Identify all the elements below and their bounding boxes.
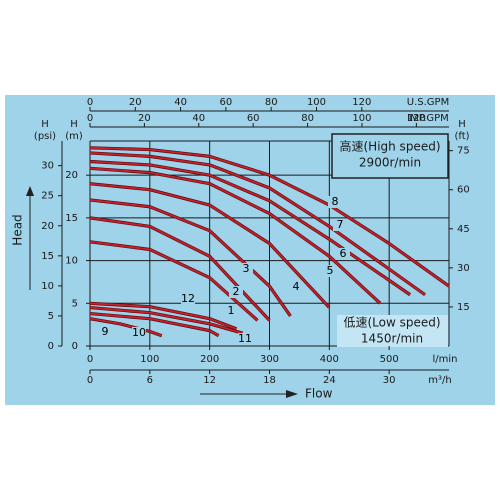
curve-label: 8: [332, 195, 339, 208]
x_m3h-tick-label: 30: [383, 375, 396, 386]
y-psi-tick-label: 15: [41, 251, 54, 262]
pump-curve: [89, 306, 243, 335]
x-tick-label: 0: [87, 354, 93, 365]
curve-label: 11: [238, 332, 252, 345]
x_usgpm-tick-label: 0: [87, 97, 93, 108]
curve-label: 12: [181, 292, 195, 305]
x_usgpm-tick-label: 40: [174, 97, 187, 108]
curve-label-bg: [289, 281, 303, 293]
flow-arrow-head: [286, 390, 298, 398]
curve-label: 4: [293, 280, 300, 293]
pump-curve: [89, 152, 426, 296]
x_m3h-label: m³/h: [428, 375, 451, 386]
y-psi-tick-label: 0: [48, 341, 54, 352]
flow-title: Flow: [305, 387, 333, 401]
pump-curve: [89, 312, 220, 337]
curve-label-bg: [336, 248, 350, 260]
x_usgpm-tick-label: 100: [307, 97, 326, 108]
y-psi-label: (psi): [34, 131, 56, 142]
x_usgpm-tick-label: 60: [220, 97, 233, 108]
x-tick-label: 500: [380, 354, 399, 365]
x_usgpm-tick-label: 80: [265, 97, 278, 108]
x_m3h-tick-label: 24: [323, 375, 336, 386]
high-speed-box: [331, 133, 449, 179]
y-ft-tick-label: 60: [457, 185, 470, 196]
y-psi-tick-label: 30: [41, 161, 54, 172]
pump-curve: [89, 182, 330, 309]
y-ft-tick-label: 75: [457, 146, 470, 157]
y-psi-label: H: [41, 119, 49, 130]
x-tick-label: 400: [320, 354, 339, 365]
curve-label: 9: [102, 325, 109, 338]
y-ft-tick-label: 45: [457, 224, 470, 235]
pump-curve: [89, 240, 259, 322]
curve-label: 3: [243, 262, 250, 275]
curve-label: 10: [132, 326, 146, 339]
pump-curve: [89, 302, 237, 330]
y-ft-label: H: [458, 119, 466, 130]
y-tick-label: 0: [72, 341, 78, 352]
low-speed-box: [337, 315, 448, 347]
low-speed-label: 低速(Low speed): [343, 316, 440, 330]
y-tick-label: 20: [65, 170, 78, 181]
x_impgpm-label: IMP.GPM: [407, 113, 449, 124]
y-axis-label: H: [70, 119, 78, 130]
curve-label-bg: [98, 326, 112, 338]
x_usgpm-tick-label: 20: [129, 97, 142, 108]
low-speed-rpm: 1450r/min: [361, 332, 423, 346]
x_impgpm-tick-label: 20: [138, 113, 151, 124]
curve-label-bg: [132, 327, 146, 339]
y-psi-tick-label: 25: [41, 191, 54, 202]
pump-curve: [89, 146, 450, 287]
x-tick-label: 300: [260, 354, 279, 365]
high-speed-rpm: 2900r/min: [359, 156, 421, 170]
y-axis-label: (m): [65, 131, 83, 142]
x_impgpm-tick-label: 100: [352, 113, 371, 124]
x_impgpm-tick-label: 120: [407, 113, 426, 124]
x-tick-label: 200: [200, 354, 219, 365]
curve-label: 2: [233, 285, 240, 298]
curve-label: 1: [228, 304, 235, 317]
y-ft-label: (ft): [454, 131, 469, 142]
y-ft-tick-label: 30: [457, 263, 470, 274]
curve-label-bg: [181, 293, 195, 305]
curve-label-bg: [238, 333, 252, 345]
x-axis-label: l/min: [432, 354, 457, 365]
y-tick-label: 15: [65, 213, 78, 224]
y-psi-tick-label: 20: [41, 221, 54, 232]
x_usgpm-tick-label: 120: [352, 97, 371, 108]
curve-label-bg: [239, 263, 253, 275]
high-speed-label: 高速(High speed): [339, 139, 440, 154]
curve-label-bg: [323, 265, 337, 277]
x-tick-label: 100: [140, 354, 159, 365]
pump-curve: [89, 167, 381, 304]
y-tick-label: 5: [72, 298, 78, 309]
pump-curve: [89, 199, 292, 317]
head-arrow-head: [26, 186, 34, 196]
curve-label-bg: [224, 305, 238, 317]
x_usgpm-label: U.S.GPM: [407, 97, 449, 108]
x_m3h-tick-label: 0: [87, 375, 93, 386]
curve-label-bg: [328, 196, 342, 208]
x_impgpm-tick-label: 40: [192, 113, 205, 124]
y-tick-label: 10: [65, 256, 78, 267]
x_m3h-tick-label: 18: [263, 375, 276, 386]
curve-label-bg: [229, 286, 243, 298]
x_m3h-tick-label: 6: [147, 375, 153, 386]
x_m3h-tick-label: 12: [203, 375, 216, 386]
curve-label: 5: [327, 264, 334, 277]
curve-label: 6: [340, 247, 347, 260]
head-title: Head: [11, 214, 25, 245]
x_impgpm-tick-label: 0: [87, 113, 93, 124]
curve-label-bg: [333, 219, 347, 231]
curve-label: 7: [337, 218, 344, 231]
y-psi-tick-label: 5: [48, 311, 54, 322]
x_impgpm-tick-label: 80: [301, 113, 314, 124]
x_impgpm-tick-label: 60: [247, 113, 260, 124]
y-ft-tick-label: 15: [457, 302, 470, 313]
y-psi-tick-label: 10: [41, 281, 54, 292]
